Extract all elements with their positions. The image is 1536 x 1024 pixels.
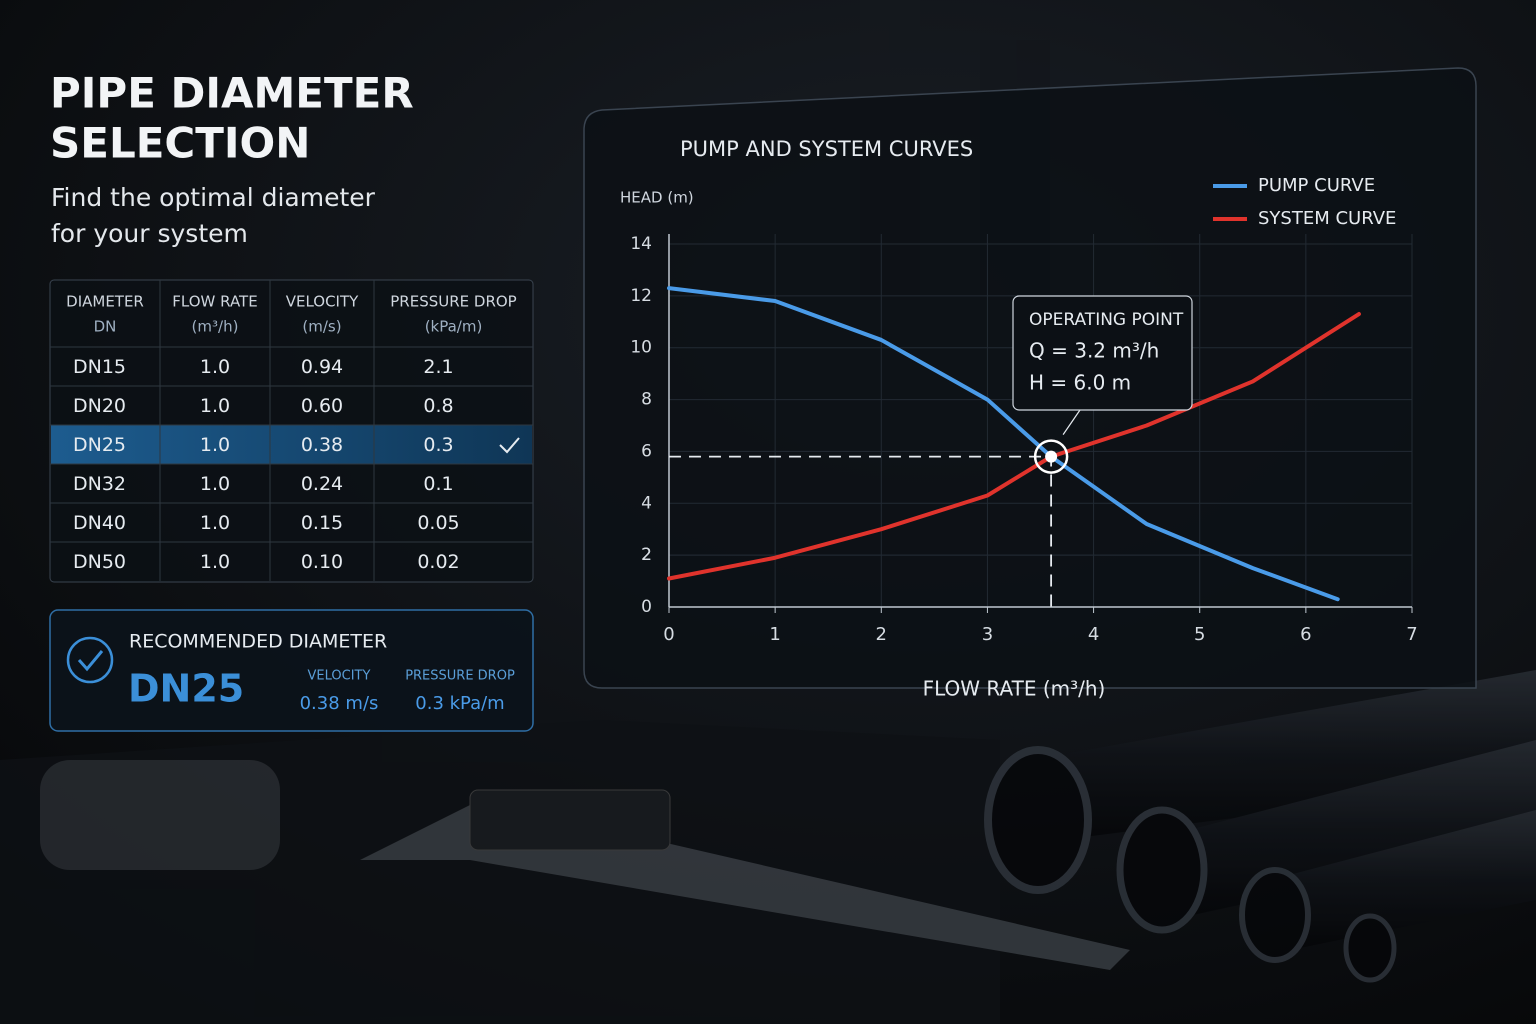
table-cell: 0.05	[417, 512, 459, 534]
table-cell: DN32	[73, 473, 126, 495]
operating-point	[1045, 450, 1058, 463]
table-cell: 0.3	[423, 434, 453, 456]
metric-value: 0.38 m/s	[300, 693, 379, 714]
table-cell: 0.10	[301, 551, 343, 573]
recommendation-card	[49, 609, 534, 732]
y-tick-label: 2	[641, 545, 652, 565]
callout-line: Q = 3.2 m³/h	[1029, 339, 1159, 363]
selected-check	[499, 437, 520, 454]
y-tick-label: 12	[630, 286, 652, 306]
column-header: (m³/h)	[192, 318, 239, 336]
table-cell: 2.1	[423, 356, 453, 378]
recommendation-value: DN25	[128, 667, 244, 711]
table-cell: 0.1	[423, 473, 453, 495]
column-header: DN	[94, 318, 117, 336]
table-cell: 0.02	[417, 551, 459, 573]
table-cell: DN25	[73, 434, 126, 456]
table-cell: DN15	[73, 356, 126, 378]
callout-leader	[1062, 409, 1081, 435]
recommendation-title: RECOMMENDED DIAMETER	[129, 631, 387, 653]
page-title: PIPE DIAMETER	[50, 69, 414, 118]
y-tick-label: 4	[641, 493, 652, 513]
x-tick-label: 6	[1300, 624, 1311, 645]
pipe-end	[1343, 913, 1397, 983]
column-header: FLOW RATE	[172, 293, 257, 311]
table-cell: 1.0	[200, 551, 230, 573]
chart-title: PUMP AND SYSTEM CURVES	[680, 137, 973, 161]
metric-label: VELOCITY	[308, 669, 371, 684]
y-axis-label: HEAD (m)	[620, 189, 694, 207]
check-icon	[77, 650, 104, 672]
x-tick-label: 4	[1088, 624, 1099, 645]
selected-row	[51, 425, 532, 464]
table-cell: 1.0	[200, 512, 230, 534]
table-cell: 0.8	[423, 395, 453, 417]
table-cell: 1.0	[200, 473, 230, 495]
pipe	[1270, 810, 1536, 950]
column-header: (m/s)	[302, 318, 341, 336]
pipe-end	[1116, 806, 1208, 934]
table-cell: DN20	[73, 395, 126, 417]
table-cell: 0.94	[301, 356, 343, 378]
x-tick-label: 7	[1406, 624, 1417, 645]
y-tick-label: 14	[630, 234, 652, 254]
table-cell: 0.38	[301, 434, 343, 456]
x-tick-label: 0	[663, 624, 674, 645]
pipe-end	[984, 746, 1092, 894]
column-header: PRESSURE DROP	[390, 293, 516, 311]
y-tick-label: 6	[641, 441, 652, 461]
check-circle	[66, 636, 114, 684]
table-cell: 0.60	[301, 395, 343, 417]
callout-box	[1012, 295, 1193, 411]
pipe	[1030, 670, 1536, 840]
callout-title: OPERATING POINT	[1029, 310, 1184, 330]
x-tick-label: 1	[769, 624, 780, 645]
column-header: VELOCITY	[286, 293, 359, 311]
series-line	[667, 286, 1340, 602]
x-tick-label: 2	[876, 624, 887, 645]
table-cell: 1.0	[200, 434, 230, 456]
table-cell: DN40	[73, 512, 126, 534]
table-cell: 0.15	[301, 512, 343, 534]
caliper-display	[469, 789, 671, 851]
pipe	[1150, 740, 1536, 920]
table-cell: 1.0	[200, 395, 230, 417]
page-subtitle: for your system	[51, 219, 248, 248]
table-cell: DN50	[73, 551, 126, 573]
x-tick-label: 5	[1194, 624, 1205, 645]
fitting	[40, 760, 280, 870]
y-tick-label: 10	[630, 338, 652, 358]
legend-label: SYSTEM CURVE	[1258, 208, 1396, 229]
pipe-end	[1239, 867, 1311, 963]
page-subtitle: Find the optimal diameter	[51, 183, 376, 212]
metric-value: 0.3 kPa/m	[415, 693, 504, 714]
y-tick-label: 0	[641, 597, 652, 617]
legend-label: PUMP CURVE	[1258, 175, 1375, 196]
page-title: SELECTION	[50, 119, 310, 168]
series-line	[667, 312, 1361, 581]
table-cell: 1.0	[200, 356, 230, 378]
table-cell: 0.24	[301, 473, 343, 495]
column-header: DIAMETER	[66, 293, 144, 311]
y-tick-label: 2	[641, 545, 652, 565]
metric-label: PRESSURE DROP	[405, 669, 515, 684]
x-tick-label: 3	[982, 624, 993, 645]
callout-line: H = 6.0 m	[1029, 371, 1131, 395]
x-axis-label: FLOW RATE (m³/h)	[923, 677, 1106, 701]
y-tick-label: 8	[641, 390, 652, 410]
operating-point-ring	[1033, 439, 1069, 474]
column-header: (kPa/m)	[425, 318, 483, 336]
